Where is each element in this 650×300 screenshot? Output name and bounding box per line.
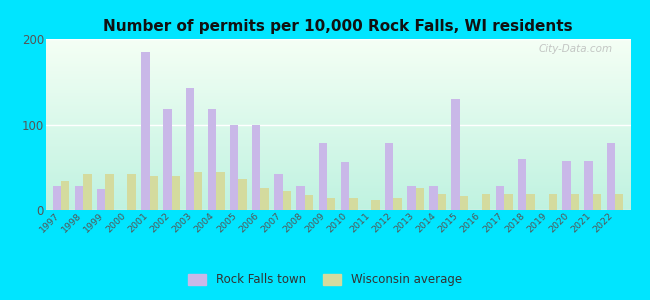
Bar	[261, 188, 269, 210]
Bar	[504, 194, 513, 210]
Bar	[318, 143, 327, 210]
Bar	[208, 109, 216, 210]
Bar	[53, 186, 61, 210]
Bar	[216, 172, 224, 210]
Bar	[141, 52, 150, 210]
Bar	[61, 181, 70, 210]
Bar	[239, 179, 247, 210]
Bar	[549, 194, 557, 210]
Bar	[460, 196, 468, 210]
Bar	[252, 124, 261, 210]
Bar	[593, 194, 601, 210]
Title: Number of permits per 10,000 Rock Falls, WI residents: Number of permits per 10,000 Rock Falls,…	[103, 19, 573, 34]
Bar	[371, 200, 380, 210]
Bar	[230, 124, 239, 210]
Bar	[296, 186, 305, 210]
Bar	[482, 194, 491, 210]
Bar	[429, 186, 437, 210]
Bar	[75, 186, 83, 210]
Bar	[571, 194, 579, 210]
Bar	[150, 176, 158, 210]
Bar	[393, 198, 402, 210]
Bar	[437, 194, 446, 210]
Bar	[194, 172, 202, 210]
Bar	[341, 162, 349, 210]
Bar	[562, 161, 571, 210]
Bar	[127, 174, 136, 210]
Bar	[496, 186, 504, 210]
Bar	[584, 161, 593, 210]
Bar	[172, 176, 180, 210]
Bar	[97, 189, 105, 210]
Bar	[185, 88, 194, 210]
Bar	[327, 198, 335, 210]
Bar	[526, 194, 535, 210]
Bar	[105, 174, 114, 210]
Bar	[518, 159, 527, 210]
Bar	[274, 174, 283, 210]
Bar	[606, 143, 615, 210]
Bar	[83, 174, 92, 210]
Bar	[283, 191, 291, 210]
Legend: Rock Falls town, Wisconsin average: Rock Falls town, Wisconsin average	[184, 269, 466, 291]
Bar	[615, 194, 623, 210]
Text: City-Data.com: City-Data.com	[539, 44, 613, 54]
Bar	[349, 198, 358, 210]
Bar	[407, 186, 415, 210]
Bar	[415, 188, 424, 210]
Bar	[452, 99, 460, 210]
Bar	[385, 143, 393, 210]
Bar	[305, 196, 313, 210]
Bar	[163, 109, 172, 210]
